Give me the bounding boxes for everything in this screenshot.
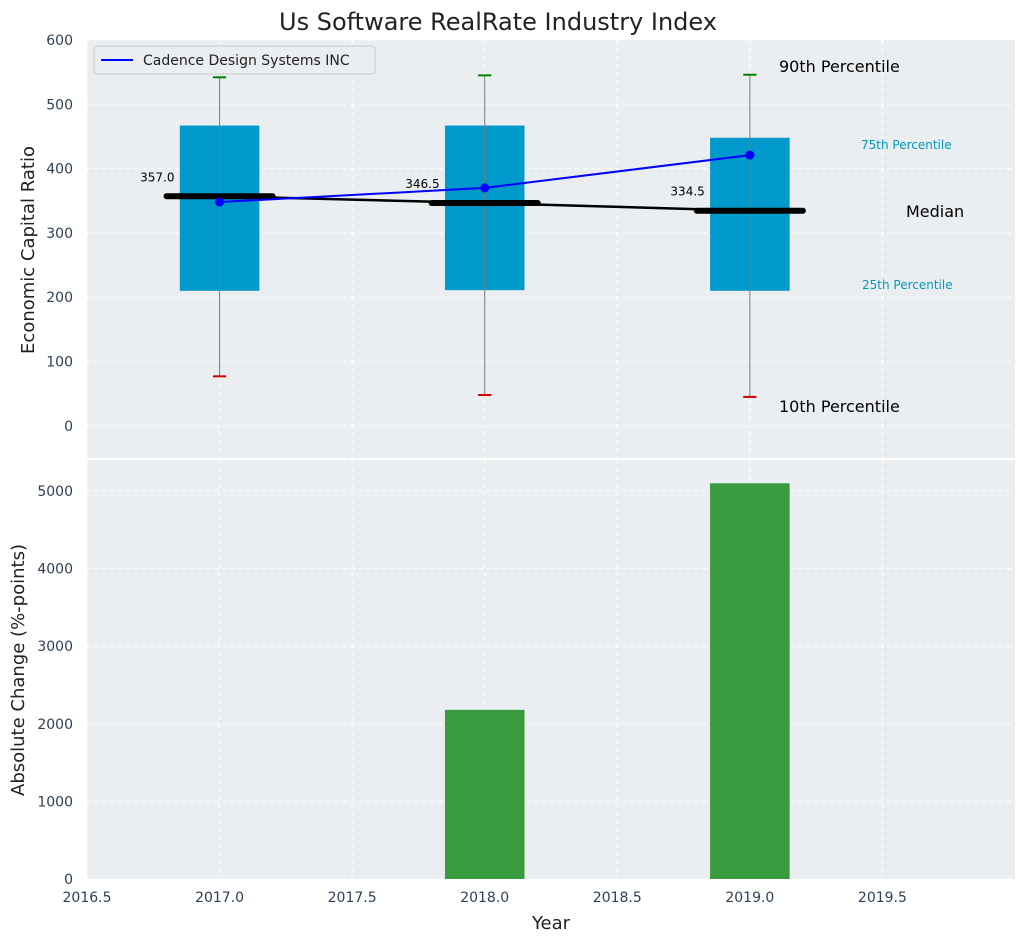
annotation-p75: 75th Percentile (861, 138, 952, 152)
bottom-y-tick-labels: 0 1000 2000 3000 4000 5000 (37, 484, 73, 888)
top-y-tick-label: 200 (46, 290, 73, 306)
x-tick-label: 2019.5 (858, 890, 907, 906)
top-y-tick-label: 300 (46, 226, 73, 242)
company-series (215, 150, 755, 207)
x-tick-label: 2018.0 (460, 890, 509, 906)
top-y-axis-label: Economic Capital Ratio (18, 146, 39, 354)
percentile-boxes: 357.0 346.5 334.5 (140, 73, 806, 398)
bottom-y-tick-label: 4000 (37, 562, 73, 578)
median-trend-line (219, 195, 750, 212)
annotation-p90: 90th Percentile (779, 57, 900, 76)
top-y-tick-label: 600 (46, 33, 73, 49)
top-y-tick-label: 0 (64, 419, 73, 435)
top-y-tick-label: 100 (46, 355, 73, 371)
company-point (745, 150, 755, 160)
x-tick-label: 2017.5 (328, 890, 377, 906)
bottom-y-tick-label: 1000 (37, 794, 73, 810)
x-tick-label: 2016.5 (63, 890, 112, 906)
annotation-p10: 10th Percentile (779, 397, 900, 416)
annotation-p25: 25th Percentile (862, 278, 953, 292)
x-tick-labels: 2016.5 2017.0 2017.5 2018.0 2018.5 2019.0 2019… (63, 890, 907, 906)
bottom-y-tick-label: 5000 (37, 484, 73, 500)
change-bars (444, 483, 790, 879)
chart-title: Us Software RealRate Industry Index (279, 8, 717, 36)
top-y-tick-labels: 0 100 200 300 400 500 600 (46, 33, 73, 435)
company-point (215, 197, 225, 207)
median-value-label: 346.5 (405, 177, 439, 191)
top-y-tick-label: 500 (46, 97, 73, 113)
median-value-label: 334.5 (670, 185, 704, 199)
x-axis-label: Year (531, 913, 571, 934)
annotation-median: Median (906, 202, 964, 221)
change-bar (444, 709, 525, 879)
company-point (480, 183, 490, 193)
bottom-y-tick-label: 0 (64, 872, 73, 888)
legend-box (93, 45, 376, 75)
bottom-y-axis-label: Absolute Change (%-points) (8, 544, 29, 796)
median-value-label: 357.0 (140, 170, 174, 184)
x-tick-label: 2017.0 (195, 890, 244, 906)
x-tick-label: 2019.0 (725, 890, 774, 906)
change-bar (710, 483, 790, 879)
x-tick-label: 2018.5 (593, 890, 642, 906)
bottom-y-tick-label: 2000 (37, 717, 73, 733)
bottom-y-tick-label: 3000 (37, 639, 73, 655)
legend: Cadence Design Systems INC (93, 45, 376, 75)
top-y-tick-label: 400 (46, 162, 73, 178)
legend-label: Cadence Design Systems INC (143, 53, 350, 69)
bottom-gridlines (86, 460, 1015, 880)
bottom-plot-area (87, 460, 1015, 879)
